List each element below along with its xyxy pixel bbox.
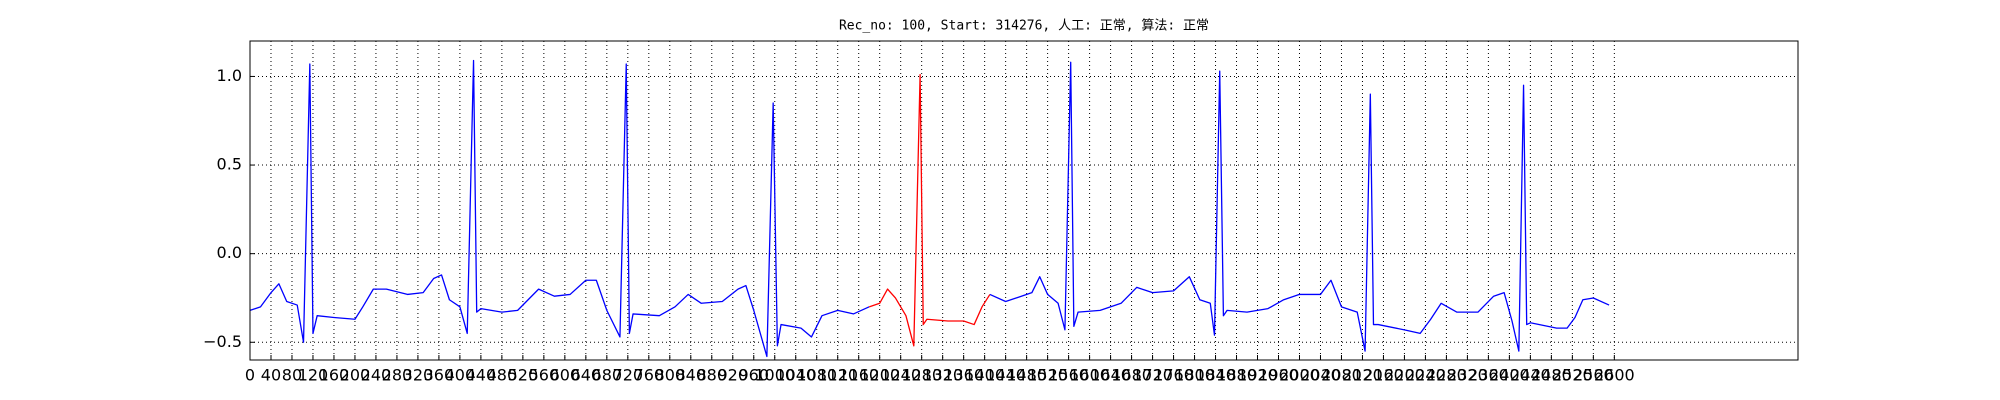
x-tick-label: 2000 [1279,366,1320,385]
x-tick-label: 1680 [1111,366,1152,385]
x-tick-label: 40 [261,366,281,385]
x-tick-label: 200 [340,366,371,385]
x-tick-label: 280 [382,366,413,385]
x-tick-label: 2400 [1489,366,1530,385]
x-tick-label: 1560 [1048,366,1089,385]
x-tick-label: 640 [571,366,602,385]
x-tick-label: 1000 [754,366,795,385]
x-tick-label: 840 [676,366,707,385]
x-tick-label: 880 [697,366,728,385]
x-tick-label: 1160 [838,366,879,385]
ecg-line [249,59,870,358]
x-tick-label: 2040 [1300,366,1341,385]
x-tick-label: 2280 [1426,366,1467,385]
x-tick-label: 1480 [1006,366,1047,385]
y-tick-label: 0.5 [217,155,242,174]
x-tick-label: 1200 [859,366,900,385]
x-tick-label: 2080 [1321,366,1362,385]
x-tick-label: 1320 [922,366,963,385]
x-tick-label: 2480 [1531,366,1572,385]
x-tick-label: 1040 [775,366,816,385]
x-tick-label: 920 [717,366,748,385]
x-tick-label: 1440 [985,366,1026,385]
ecg-line [868,74,991,347]
x-tick-label: 1800 [1174,366,1215,385]
x-tick-label: 2200 [1384,366,1425,385]
y-tick-label: 1.0 [217,66,242,85]
x-tick-label: 760 [634,366,665,385]
x-tick-label: 1280 [901,366,942,385]
x-tick-label: 1120 [817,366,858,385]
x-tick-label: 0 [245,366,255,385]
x-tick-label: 680 [592,366,623,385]
x-tick-label: 480 [487,366,518,385]
x-tick-label: 2240 [1405,366,1446,385]
x-tick-label: 1360 [943,366,984,385]
x-tick-label: 1920 [1237,366,1278,385]
x-tick-label: 560 [529,366,560,385]
x-tick-label: 1600 [1069,366,1110,385]
x-tick-label: 1760 [1153,366,1194,385]
ecg-line [989,61,1610,352]
y-tick-label: −0.5 [203,332,242,351]
x-tick-label: 120 [298,366,329,385]
chart-title: Rec_no: 100, Start: 314276, 人工: 正常, 算法: … [839,19,1209,34]
x-tick-label: 1080 [796,366,837,385]
x-tick-label: 2360 [1468,366,1509,385]
x-tick-label: 1720 [1132,366,1173,385]
x-tick-label: 2120 [1342,366,1383,385]
x-tick-label: 1880 [1216,366,1257,385]
x-tick-label: 800 [655,366,686,385]
x-tick-label: 1520 [1027,366,1068,385]
y-tick-label: 0.0 [217,243,242,262]
x-tick-label: 240 [361,366,392,385]
x-tick-label: 2600 [1594,366,1635,385]
x-tick-label: 1960 [1258,366,1299,385]
x-tick-label: 440 [466,366,497,385]
x-tick-label: 2440 [1510,366,1551,385]
plot-frame [249,40,1799,361]
x-tick-label: 2320 [1447,366,1488,385]
x-tick-label: 2560 [1573,366,1614,385]
x-tick-label: 1840 [1195,366,1236,385]
x-tick-label: 360 [424,366,455,385]
x-tick-label: 600 [550,366,581,385]
x-tick-label: 2520 [1552,366,1593,385]
x-tick-label: 160 [319,366,350,385]
x-tick-label: 1400 [964,366,1005,385]
x-tick-label: 320 [403,366,434,385]
x-tick-label: 960 [738,366,769,385]
x-tick-label: 80 [282,366,302,385]
x-tick-label: 400 [445,366,476,385]
x-tick-label: 1240 [880,366,921,385]
x-tick-label: 720 [613,366,644,385]
x-tick-label: 2160 [1363,366,1404,385]
x-tick-label: 1640 [1090,366,1131,385]
x-tick-label: 520 [508,366,539,385]
